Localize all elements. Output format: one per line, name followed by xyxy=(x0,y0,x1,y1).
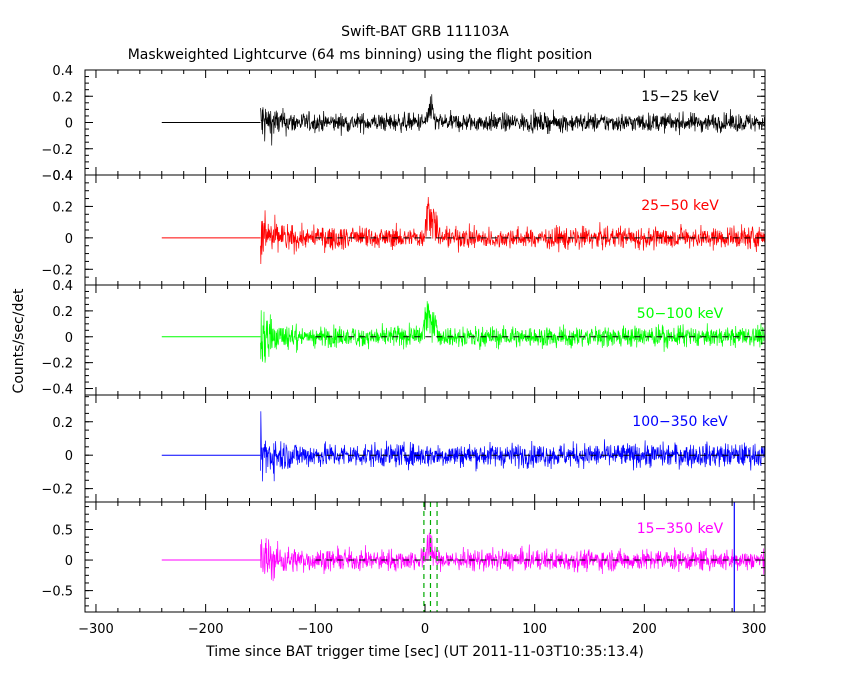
x-tick-label: −300 xyxy=(78,622,114,637)
y-tick-label: −0.5 xyxy=(41,585,73,600)
y-tick-label: −0.2 xyxy=(41,483,73,498)
panel-plot-area xyxy=(161,301,765,363)
panel-4: −0.2 0 0.2 100−350 keV xyxy=(41,394,766,503)
y-tick-label: 0.2 xyxy=(52,90,73,105)
panel-frame xyxy=(84,284,766,396)
series-line xyxy=(260,94,765,146)
y-tick-label: 0 xyxy=(65,232,73,247)
x-tick-label: −100 xyxy=(297,622,333,637)
y-tick-label: −0.2 xyxy=(41,357,73,372)
y-tick-label: 0.2 xyxy=(52,416,73,431)
band-label: 25−50 keV xyxy=(641,198,719,214)
band-label: 100−350 keV xyxy=(632,414,728,430)
x-axis: −300 −200 −100 0 100 200 300 xyxy=(78,622,766,637)
series-line xyxy=(260,197,765,265)
x-tick-label: 100 xyxy=(522,622,547,637)
panel-2: −0.2 0 0.2 0.4 25−50 keV xyxy=(41,169,766,286)
y-tick-label: 0.4 xyxy=(52,64,73,79)
y-tick-label: −0.4 xyxy=(41,383,73,398)
y-tick-label: 0.4 xyxy=(52,169,73,184)
panel-plot-area xyxy=(161,411,765,482)
y-tick-label: −0.2 xyxy=(41,263,73,278)
panels: −0.4 −0.2 0 0.2 0.4 15−25 keV −0.2 0 0.2 0.4 25−50… xyxy=(41,64,766,613)
band-label: 50−100 keV xyxy=(637,306,724,322)
panel-3: −0.4 −0.2 0 0.2 0.4 50−100 keV xyxy=(41,279,766,398)
y-tick-label: −0.4 xyxy=(41,169,73,184)
y-tick-label: 0.2 xyxy=(52,305,73,320)
panel-plot-area xyxy=(161,197,765,265)
panel-1: −0.4 −0.2 0 0.2 0.4 15−25 keV xyxy=(41,64,766,184)
panel-plot-area xyxy=(161,502,765,612)
y-tick-label: 0.2 xyxy=(52,200,73,215)
panel-5: −0.5 0 0.5 15−350 keV xyxy=(41,501,766,613)
y-tick-label: 0 xyxy=(65,117,73,132)
x-tick-label: −200 xyxy=(188,622,224,637)
y-tick-label: −0.2 xyxy=(41,143,73,158)
band-label: 15−350 keV xyxy=(637,521,724,537)
band-label: 15−25 keV xyxy=(641,89,719,105)
chart-subtitle: Maskweighted Lightcurve (64 ms binning) … xyxy=(128,47,593,63)
x-tick-label: 200 xyxy=(632,622,657,637)
series-line xyxy=(260,301,765,363)
y-tick-label: 0.4 xyxy=(52,279,73,294)
x-tick-label: 0 xyxy=(421,622,429,637)
x-axis-label: Time since BAT trigger time [sec] (UT 20… xyxy=(205,644,644,660)
panel-plot-area xyxy=(161,94,765,146)
series-line xyxy=(260,532,765,582)
y-tick-label: 0 xyxy=(65,554,73,569)
y-axis-label: Counts/sec/det xyxy=(11,288,27,393)
chart-title: Swift-BAT GRB 111103A xyxy=(341,24,509,40)
y-tick-label: 0 xyxy=(65,449,73,464)
y-tick-label: 0 xyxy=(65,331,73,346)
series-line xyxy=(260,411,765,482)
x-tick-label: 300 xyxy=(742,622,767,637)
y-tick-label: 0.5 xyxy=(52,524,73,539)
